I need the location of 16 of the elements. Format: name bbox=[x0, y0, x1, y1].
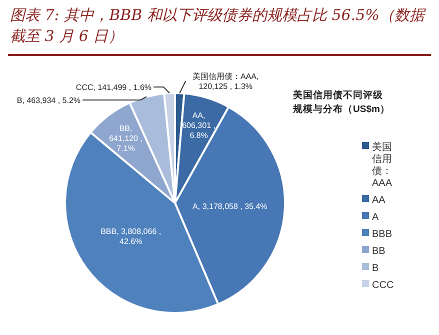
legend-label: A bbox=[372, 212, 379, 223]
data-label: BB, 641,120 , 7.1% bbox=[109, 124, 142, 154]
legend-label: AA bbox=[372, 195, 386, 206]
data-label: BBB, 3,808,066 , 42.6% bbox=[100, 226, 162, 246]
legend-label: BBB bbox=[372, 229, 392, 240]
chart-title: 图表 7: 其中，BBB 和以下评级债券的规模占比 56.5%（数据截至 3 月 6 日） bbox=[10, 6, 426, 45]
data-label: CCC, 141,499 , 1.6% bbox=[76, 83, 152, 92]
legend-label: CCC bbox=[372, 280, 394, 291]
legend-label: 美国信用债：AAA bbox=[372, 141, 392, 189]
legend-label: B bbox=[372, 263, 379, 274]
data-label: B, 463,934 , 5.2% bbox=[16, 96, 81, 105]
legend-label: BB bbox=[372, 246, 386, 257]
data-label: AA, 606,301 , 6.8% bbox=[182, 111, 216, 140]
data-label: 美国信用债：AAA, 120,125 , 1.3% bbox=[192, 72, 259, 91]
text: 美国信用债不同评级规模与分布（US$m） bbox=[292, 89, 390, 115]
data-label: A, 3,178,058 , 35.4% bbox=[192, 202, 268, 211]
